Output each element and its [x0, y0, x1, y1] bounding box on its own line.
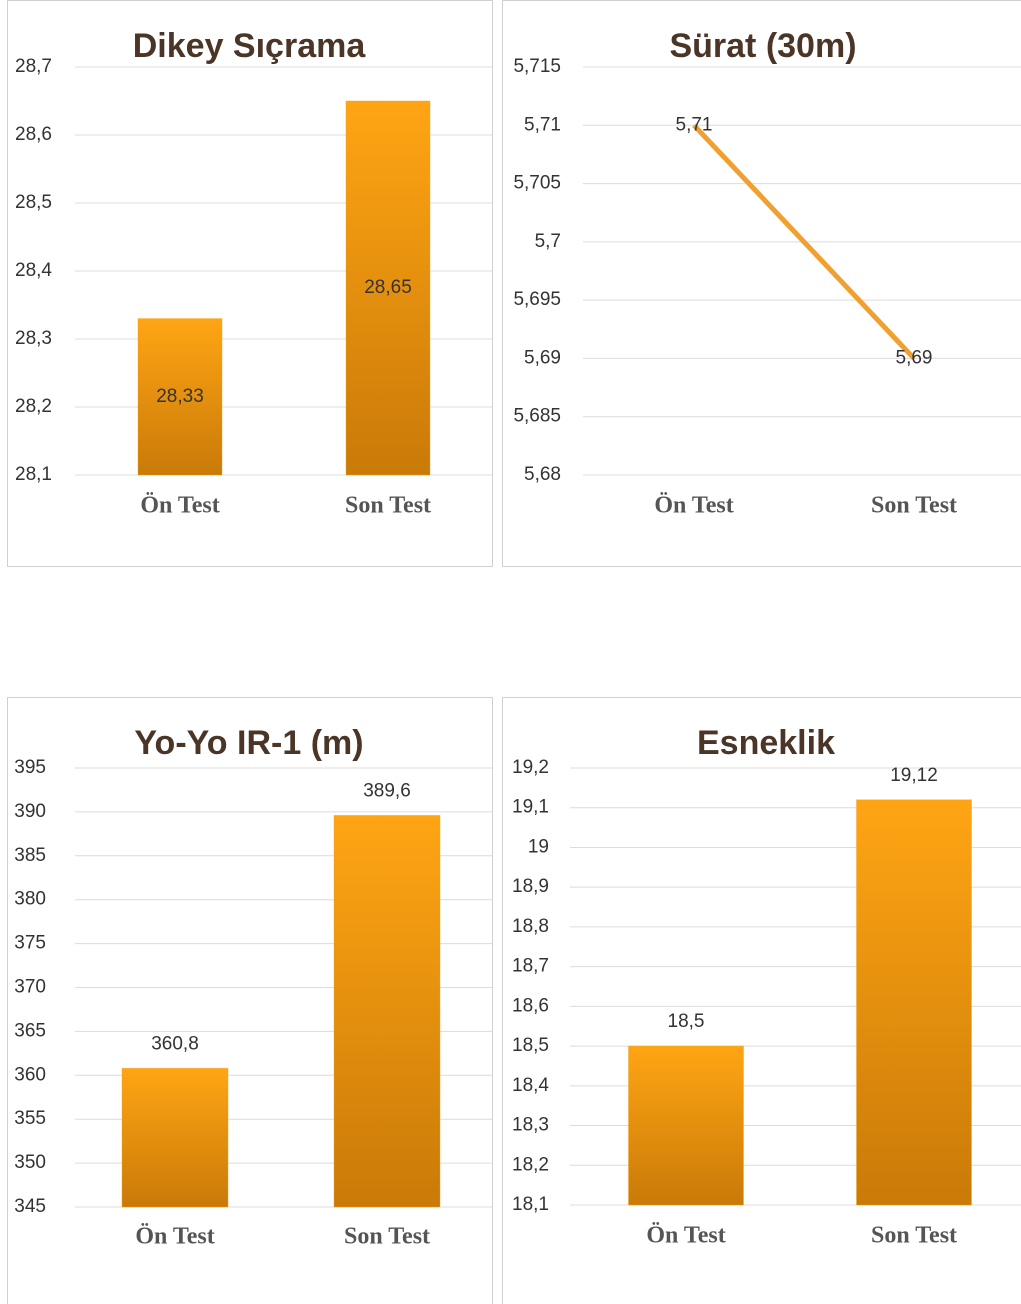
y-tick-label: 345: [14, 1196, 46, 1217]
y-tick-label: 5,7: [535, 231, 561, 252]
y-tick-label: 18,8: [512, 916, 549, 937]
data-label: 5,71: [676, 114, 713, 135]
y-tick-label: 28,1: [15, 464, 52, 485]
y-tick-label: 28,2: [15, 396, 52, 417]
bar: [628, 1045, 744, 1206]
y-tick-label: 360: [14, 1064, 46, 1085]
y-tick-label: 355: [14, 1108, 46, 1129]
y-tick-label: 5,705: [513, 173, 561, 194]
data-label: 28,33: [156, 386, 204, 407]
line: [692, 123, 916, 361]
y-tick-label: 28,5: [15, 192, 52, 213]
y-tick-label: 350: [14, 1152, 46, 1173]
data-label: 18,5: [668, 1011, 705, 1032]
data-label: 5,69: [896, 347, 933, 368]
y-tick-label: 5,68: [524, 464, 561, 485]
y-tick-label: 385: [14, 845, 46, 866]
bar: [121, 1067, 229, 1208]
data-label: 389,6: [363, 780, 411, 801]
bar: [137, 318, 223, 476]
y-tick-label: 19: [528, 836, 549, 857]
y-tick-label: 18,4: [512, 1075, 549, 1096]
x-tick-label: Ön Test: [135, 1224, 214, 1250]
bar: [856, 799, 972, 1206]
y-tick-label: 5,695: [513, 289, 561, 310]
chart-title: Esneklik: [697, 724, 835, 762]
x-tick-label: Son Test: [871, 493, 957, 519]
y-tick-label: 5,685: [513, 406, 561, 427]
y-tick-label: 18,2: [512, 1154, 549, 1175]
data-label: 28,65: [364, 277, 412, 298]
y-tick-label: 375: [14, 933, 46, 954]
y-tick-label: 5,69: [524, 347, 561, 368]
y-tick-label: 18,5: [512, 1035, 549, 1056]
bar: [333, 814, 441, 1208]
chart-title: Sürat (30m): [669, 27, 856, 65]
x-tick-label: Ön Test: [646, 1223, 725, 1249]
y-tick-label: 5,715: [513, 56, 561, 77]
y-tick-label: 18,9: [512, 876, 549, 897]
panel: [502, 0, 1021, 567]
y-tick-label: 5,71: [524, 114, 561, 135]
chart-title: Dikey Sıçrama: [133, 27, 367, 65]
x-tick-label: Ön Test: [654, 493, 733, 519]
y-tick-label: 19,1: [512, 797, 549, 818]
y-tick-label: 370: [14, 977, 46, 998]
y-tick-label: 18,3: [512, 1115, 549, 1136]
y-tick-label: 390: [14, 801, 46, 822]
y-tick-label: 18,6: [512, 995, 549, 1016]
data-label: 19,12: [890, 765, 938, 786]
y-tick-label: 28,3: [15, 328, 52, 349]
x-tick-label: Son Test: [345, 493, 431, 519]
y-tick-label: 395: [14, 757, 46, 778]
y-tick-label: 380: [14, 889, 46, 910]
x-tick-label: Ön Test: [140, 493, 219, 519]
y-tick-label: 28,6: [15, 124, 52, 145]
y-tick-label: 28,7: [15, 56, 52, 77]
x-tick-label: Son Test: [344, 1224, 430, 1250]
y-tick-label: 19,2: [512, 757, 549, 778]
bar: [345, 100, 431, 476]
chart-title: Yo-Yo IR-1 (m): [134, 724, 363, 762]
y-tick-label: 28,4: [15, 260, 52, 281]
y-tick-label: 18,1: [512, 1194, 549, 1215]
y-tick-label: 18,7: [512, 956, 549, 977]
y-tick-label: 365: [14, 1020, 46, 1041]
x-tick-label: Son Test: [871, 1223, 957, 1249]
data-label: 360,8: [151, 1033, 199, 1054]
